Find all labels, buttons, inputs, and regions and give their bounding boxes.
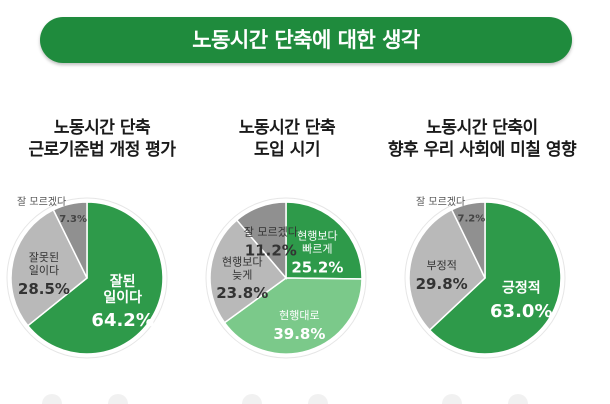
footer-dot <box>242 394 262 404</box>
page-title: 노동시간 단축에 대한 생각 <box>192 28 420 52</box>
pie-slice <box>235 201 287 281</box>
chart-2-title: 노동시간 단축 도입 시기 <box>177 117 397 161</box>
pie-slice <box>285 201 363 280</box>
chart-1-title-line-1: 노동시간 단축 <box>53 118 151 138</box>
chart-1-title: 노동시간 단축 근로기준법 개정 평가 <box>0 117 212 161</box>
slice-label: 잘 모르겠다 11.2% <box>244 226 298 260</box>
chart-3-title-line-2: 향후 우리 사회에 미칠 영향 <box>387 140 577 160</box>
slice-value: 7.2% <box>457 214 485 225</box>
pie-slice <box>428 201 562 355</box>
pie-slice <box>10 208 88 327</box>
slice-category: 부정적 <box>426 259 456 272</box>
slice-category: 늦게 <box>232 268 252 281</box>
slice-value: 39.8% <box>273 325 325 343</box>
slice-category: 일이다 <box>103 289 142 306</box>
slice-category: 현행보다 <box>297 230 337 243</box>
footer-dot <box>442 394 462 404</box>
slice-category: 잘 모르겠다 <box>416 196 465 208</box>
chart-3-title-line-1: 노동시간 단축이 <box>426 118 538 138</box>
slice-category: 빠르게 <box>302 243 332 256</box>
slice-category: 긍정적 <box>502 280 541 297</box>
slice-category: 잘 모르겠다 <box>17 196 66 208</box>
chart-1-title-line-2: 근로기준법 개정 평가 <box>28 140 176 160</box>
slice-value: 11.2% <box>245 241 297 259</box>
slice-category: 잘 모르겠다 <box>244 226 298 239</box>
slice-category: 잘된 <box>110 273 136 290</box>
slice-label: 부정적 29.8% <box>416 259 468 293</box>
chart-2-title-line-1: 노동시간 단축 <box>238 118 336 138</box>
slice-value: 63.0% <box>490 301 552 322</box>
footer-dot <box>308 394 328 404</box>
slice-category: 일이다 <box>29 263 59 277</box>
slice-label: 긍정적 63.0% <box>490 280 552 322</box>
chart-2-title-line-2: 도입 시기 <box>254 140 320 160</box>
footer-dot <box>108 394 128 404</box>
slice-value: 7.3% <box>59 214 87 225</box>
slice-label: 7.3% <box>59 214 87 225</box>
slice-value: 29.8% <box>416 275 468 293</box>
slice-value: 28.5% <box>18 280 70 298</box>
pie-slice <box>450 201 486 279</box>
header-banner: 노동시간 단축에 대한 생각 <box>40 17 572 63</box>
pie-slice <box>26 201 164 355</box>
slice-label: 7.2% <box>457 214 485 225</box>
footer-dot <box>508 394 528 404</box>
footer-dot <box>42 394 62 404</box>
footer-decoration <box>42 394 528 404</box>
slice-value: 23.8% <box>216 284 268 302</box>
chart-3-title: 노동시간 단축이 향후 우리 사회에 미칠 영향 <box>372 117 592 161</box>
slice-label: 현행대로 39.8% <box>273 309 325 343</box>
slice-category: 잘못된 <box>29 251 59 264</box>
slice-value: 64.2% <box>91 310 153 331</box>
pie-slice <box>209 218 288 324</box>
slice-category: 현행대로 <box>279 309 319 322</box>
pie-slice <box>52 201 88 279</box>
pie-slice <box>223 277 363 355</box>
slice-value: 25.2% <box>291 258 343 276</box>
slice-category: 현행보다 <box>222 255 262 268</box>
